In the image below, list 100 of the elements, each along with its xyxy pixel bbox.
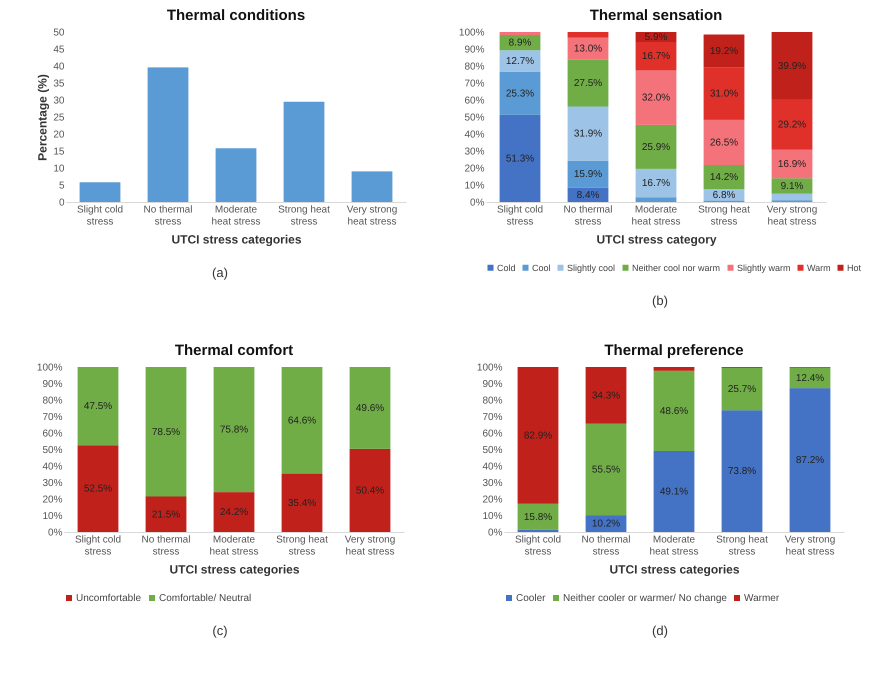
x-axis-title: UTCI stress categories bbox=[170, 232, 302, 246]
y-tick-label: 0% bbox=[488, 528, 503, 538]
data-label: 34.3% bbox=[592, 390, 620, 402]
x-axis-title: UTCI stress categories bbox=[169, 562, 300, 576]
bar bbox=[215, 148, 256, 202]
data-label: 47.5% bbox=[84, 401, 112, 412]
y-tick-label: 100% bbox=[36, 362, 63, 374]
bar bbox=[704, 164, 744, 190]
y-tick-label: 80% bbox=[482, 396, 503, 406]
data-label: 8.4% bbox=[576, 190, 600, 201]
x-tick-label: Moderate heat stress bbox=[632, 204, 680, 228]
y-tick-label: 0 bbox=[58, 198, 64, 208]
bar bbox=[282, 474, 322, 532]
x-tick-label: Moderate heat stress bbox=[650, 534, 698, 558]
x-tick-label: Strong heat stress bbox=[276, 534, 328, 558]
y-tick-label: 15 bbox=[52, 146, 64, 158]
y-tick-label: 90% bbox=[464, 44, 485, 56]
y-tick-label: 30 bbox=[52, 96, 64, 106]
data-label: 75.8% bbox=[220, 424, 248, 436]
bar bbox=[636, 197, 676, 202]
x-axis-title: UTCI stress categories bbox=[609, 562, 740, 576]
data-label: 16.9% bbox=[778, 158, 806, 170]
text: (a) bbox=[212, 265, 228, 280]
bar bbox=[790, 368, 830, 388]
x-tick-label: Very strong heat stress bbox=[344, 534, 396, 558]
y-tick-label: 50% bbox=[482, 445, 503, 456]
x-tick-label: Slight cold stress bbox=[496, 204, 544, 228]
y-tick-label: 70% bbox=[482, 412, 503, 423]
data-label: 50.4% bbox=[356, 485, 384, 496]
data-label: 25.3% bbox=[506, 88, 534, 100]
data-label: 25.7% bbox=[728, 384, 756, 396]
data-label: 73.8% bbox=[728, 466, 756, 478]
bar bbox=[282, 367, 322, 474]
legend-label: Cold bbox=[497, 262, 516, 273]
x-tick-label: Strong heat stress bbox=[716, 534, 768, 558]
y-tick-label: 80% bbox=[464, 62, 485, 72]
x-tick-label: Slight cold stress bbox=[74, 534, 122, 558]
y-tick-label: 90% bbox=[42, 379, 63, 390]
bar bbox=[350, 367, 390, 449]
data-label: 31.0% bbox=[710, 88, 738, 100]
chart-title: Thermal sensation bbox=[590, 7, 722, 24]
data-label: 9.1% bbox=[780, 180, 804, 192]
x-tick-label: Moderate heat stress bbox=[210, 534, 258, 558]
x-tick-label: Very strong heat stress bbox=[784, 534, 836, 558]
bar bbox=[654, 450, 694, 532]
text: (d) bbox=[652, 623, 668, 638]
legend-label: Uncomfortable bbox=[76, 593, 142, 604]
x-tick-label: Moderate heat stress bbox=[211, 204, 260, 228]
data-label: 78.5% bbox=[152, 426, 180, 438]
data-label: 10.2% bbox=[592, 518, 620, 530]
data-label: 48.6% bbox=[660, 406, 688, 417]
bar bbox=[586, 424, 626, 516]
bar bbox=[636, 168, 676, 198]
bar bbox=[351, 171, 392, 202]
legend-label: Cooler bbox=[516, 593, 546, 604]
chart-title: Thermal preference bbox=[604, 342, 744, 359]
y-tick-label: 0% bbox=[470, 198, 485, 208]
text: (b) bbox=[652, 293, 668, 308]
data-label: 5.9% bbox=[644, 32, 668, 44]
bar bbox=[722, 368, 762, 410]
y-tick-label: 30% bbox=[42, 478, 63, 489]
bar bbox=[704, 34, 744, 68]
data-label: 16.7% bbox=[642, 178, 670, 190]
data-label: 19.2% bbox=[710, 46, 738, 57]
y-tick-label: 0% bbox=[48, 528, 63, 538]
y-tick-label: 25 bbox=[52, 112, 64, 124]
data-label: 13.0% bbox=[574, 44, 602, 55]
legend-label: Slightly cool bbox=[567, 262, 616, 273]
bar bbox=[350, 448, 390, 532]
legend-label: Warmer bbox=[744, 593, 780, 604]
data-label: 52.5% bbox=[84, 484, 112, 495]
data-label: 12.4% bbox=[796, 372, 824, 384]
legend-label: Hot bbox=[847, 262, 862, 273]
bar bbox=[772, 32, 812, 100]
y-tick-label: 70% bbox=[42, 412, 63, 423]
y-tick-label: 20% bbox=[42, 494, 63, 506]
data-label: 24.2% bbox=[220, 507, 248, 518]
bar bbox=[790, 388, 830, 532]
bar bbox=[654, 367, 694, 371]
bar bbox=[568, 32, 608, 38]
chart-title: Thermal conditions bbox=[166, 7, 305, 24]
x-tick-label: No thermal stress bbox=[582, 534, 630, 558]
data-label: 55.5% bbox=[592, 464, 620, 476]
data-label: 21.5% bbox=[152, 509, 180, 520]
y-tick-label: 40% bbox=[464, 130, 485, 140]
data-label: 25.9% bbox=[642, 142, 670, 153]
data-label: 8.9% bbox=[508, 38, 532, 49]
data-label: 29.2% bbox=[778, 120, 806, 131]
bar bbox=[772, 194, 812, 200]
bar bbox=[654, 370, 694, 451]
y-tick-label: 80% bbox=[42, 396, 63, 406]
x-tick-label: Strong heat stress bbox=[278, 204, 330, 228]
data-label: 26.5% bbox=[710, 137, 738, 148]
y-tick-label: 10% bbox=[42, 511, 63, 522]
y-tick-label: 100% bbox=[476, 362, 503, 374]
bar bbox=[772, 100, 812, 150]
bar bbox=[586, 367, 626, 424]
x-tick-label: No thermal stress bbox=[142, 534, 190, 558]
bar bbox=[568, 160, 608, 188]
y-tick-label: 20% bbox=[464, 164, 485, 174]
